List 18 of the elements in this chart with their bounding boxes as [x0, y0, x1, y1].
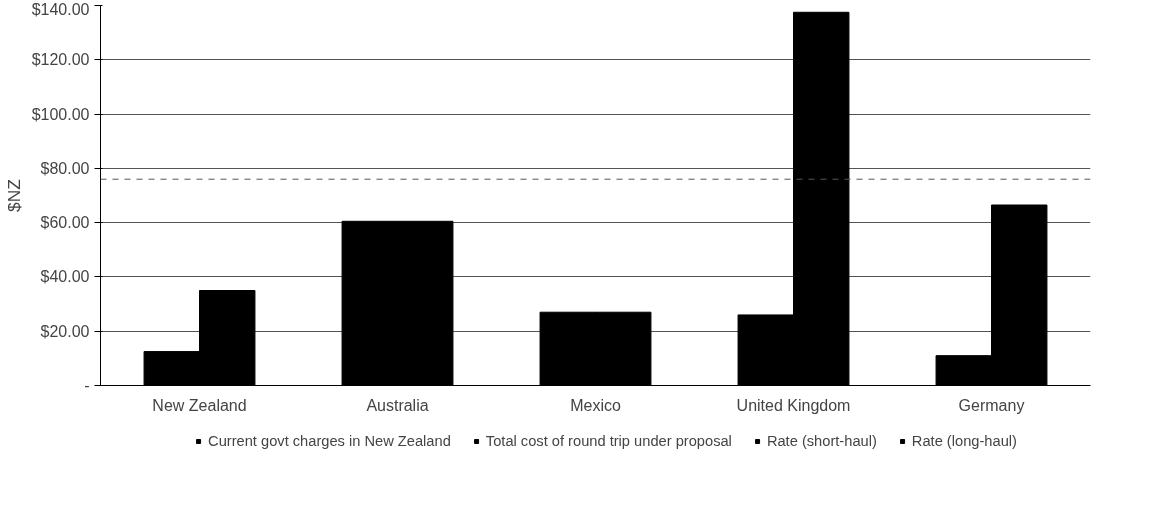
legend-label: Current govt charges in New Zealand: [208, 433, 451, 449]
x-tick-label: Mexico: [570, 396, 621, 414]
y-tick-label: $100.00: [31, 105, 90, 123]
legend-label: Rate (short-haul): [766, 433, 877, 449]
x-tick-label: Australia: [366, 396, 429, 414]
y-axis-title: $NZ: [3, 178, 24, 212]
x-tick-label: United Kingdom: [736, 396, 851, 414]
x-tick-label: New Zealand: [152, 396, 247, 414]
y-tick-label: $20.00: [40, 322, 90, 340]
y-tick-label: $60.00: [40, 214, 90, 232]
y-tick-label: $40.00: [40, 268, 90, 286]
x-tick-label: Germany: [958, 396, 1025, 414]
legend-label: Total cost of round trip under proposal: [485, 433, 732, 449]
legend-label: Rate (long-haul): [911, 433, 1017, 449]
y-tick-label: $80.00: [40, 159, 90, 177]
y-tick-label: $120.00: [31, 51, 90, 69]
y-tick-label: $140.00: [31, 0, 90, 18]
y-tick-label: -: [84, 377, 90, 394]
